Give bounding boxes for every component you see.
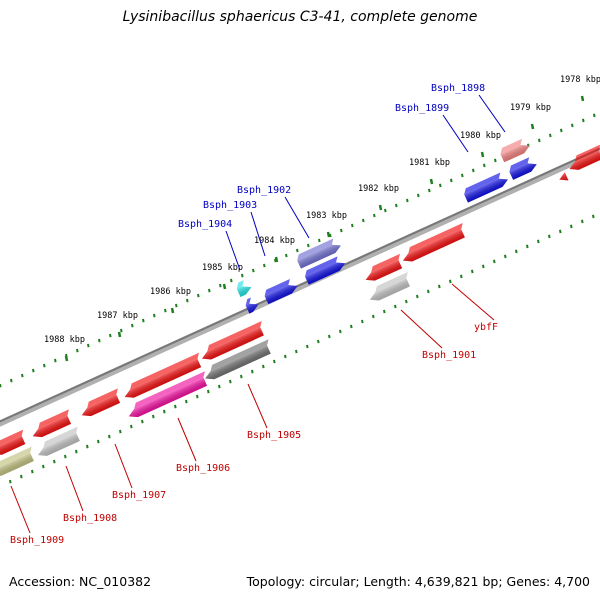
leader-line [225, 230, 241, 271]
tick-label-1984: 1984 kbp [254, 236, 295, 246]
gene-label-bsph_1908: Bsph_1908 [63, 513, 117, 524]
gene-bsph-1898 [500, 138, 530, 163]
gene-label-ybff: ybfF [474, 322, 498, 333]
ruler-track-inner [9, 214, 595, 484]
gene-labels: Bsph_1898 Bsph_1899 Bsph_1902 Bsph_1903 Bsph… [10, 83, 506, 546]
tick-mark [378, 204, 383, 211]
gene-ybff [402, 223, 465, 262]
gene-label-bsph_1904: Bsph_1904 [178, 219, 232, 230]
gene-bsph-1903 [305, 256, 346, 285]
gene-bsph-1907 [81, 388, 121, 417]
gene-red-d [32, 409, 72, 438]
backbone [0, 147, 600, 427]
gene-label-bsph_1899: Bsph_1899 [395, 103, 449, 114]
genome-title: Lysinibacillus sphaericus C3-41, complet… [122, 9, 478, 25]
gene-right-red [569, 144, 600, 170]
leader-line [177, 417, 197, 462]
gene-bsph-1899 [464, 172, 508, 203]
leader-line [442, 114, 469, 153]
gene-bsph-1902 [297, 238, 341, 269]
tick-label-1980: 1980 kbp [460, 131, 501, 141]
gene-bsph-1908 [37, 426, 80, 456]
gene-label-bsph_1898: Bsph_1898 [431, 83, 485, 94]
tick-label-1981: 1981 kbp [409, 158, 450, 168]
gene-bsph-1909 [0, 446, 34, 476]
tick-mark [326, 231, 331, 238]
gene-red-b [201, 321, 264, 360]
tick-label-1982: 1982 kbp [358, 184, 399, 194]
leader-line [65, 465, 84, 512]
gene-bsph-1906 [128, 371, 208, 418]
gene-label-bsph_1905: Bsph_1905 [247, 430, 301, 441]
tick-label-1987: 1987 kbp [97, 311, 138, 321]
ruler-tick-labels: 1978 kbp 1979 kbp 1980 kbp 1981 kbp 1982 kbp… [44, 75, 600, 362]
gene-red-e [0, 429, 26, 455]
gene-cyan [236, 280, 252, 297]
gene-bsph-1899a [509, 157, 537, 180]
leader-line [114, 443, 133, 489]
tick-label-1979: 1979 kbp [510, 103, 551, 113]
gene-small-blue [245, 297, 259, 314]
genome-summary-text: Topology: circular; Length: 4,639,821 bp… [246, 574, 590, 589]
tick-mark [117, 331, 122, 338]
tick-mark [170, 307, 175, 314]
leader-line [478, 94, 506, 133]
gene-label-bsph_1907: Bsph_1907 [112, 490, 166, 501]
gene-label-bsph_1909: Bsph_1909 [10, 535, 64, 546]
tick-label-1988: 1988 kbp [44, 335, 85, 345]
leader-line [10, 485, 31, 534]
leader-line [451, 283, 495, 321]
tick-mark [222, 283, 227, 290]
accession-text: Accession: NC_010382 [9, 574, 152, 589]
gene-features [0, 138, 600, 476]
leader-line [247, 383, 268, 429]
gene-label-bsph_1902: Bsph_1902 [237, 185, 291, 196]
tick-label-1986: 1986 kbp [150, 287, 191, 297]
tick-mark [530, 123, 535, 130]
gene-label-bsph_1901: Bsph_1901 [422, 350, 476, 361]
tick-mark [429, 178, 434, 185]
leader-line [284, 196, 310, 239]
tick-mark [274, 256, 279, 263]
leader-line [400, 309, 443, 349]
gene-bsph-1905 [205, 339, 271, 380]
tick-label-1983: 1983 kbp [306, 211, 347, 221]
gene-label-bsph_1903: Bsph_1903 [203, 200, 257, 211]
tick-label-1978: 1978 kbp [560, 75, 600, 85]
gene-bsph-1901 [369, 272, 410, 301]
ruler-track-outer [0, 113, 596, 388]
tick-mark [580, 95, 585, 102]
gene-bsph-1904 [264, 278, 298, 305]
tick-mark [480, 151, 485, 158]
gene-label-bsph_1906: Bsph_1906 [176, 463, 230, 474]
leader-line [250, 211, 266, 257]
tick-label-1985: 1985 kbp [202, 263, 243, 273]
gene-red-a [365, 253, 403, 281]
tick-mark [64, 355, 69, 362]
gene-red-c [124, 352, 202, 398]
